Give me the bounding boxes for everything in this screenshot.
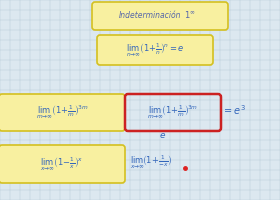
Text: Indeterminación: Indeterminación bbox=[119, 11, 181, 21]
Text: $\lim_{n \to \infty}\left(1+\frac{1}{n}\right)^{\!n}\!=e$: $\lim_{n \to \infty}\left(1+\frac{1}{n}\… bbox=[126, 41, 184, 59]
Text: $\lim_{m \to \infty}\left(1+\frac{1}{m}\right)^{\!3m}$: $\lim_{m \to \infty}\left(1+\frac{1}{m}\… bbox=[36, 104, 88, 121]
FancyBboxPatch shape bbox=[0, 145, 125, 183]
FancyBboxPatch shape bbox=[0, 94, 125, 131]
Text: $1^{\infty}$: $1^{\infty}$ bbox=[184, 9, 196, 21]
Text: $\lim_{m\to\infty}\!\left(1+\frac{1}{m}\right)^{\!3m}$: $\lim_{m\to\infty}\!\left(1+\frac{1}{m}\… bbox=[147, 104, 199, 121]
FancyBboxPatch shape bbox=[97, 35, 213, 65]
Text: $\lim_{x \to \infty}\!\left(1+\frac{1}{-x}\right)$: $\lim_{x \to \infty}\!\left(1+\frac{1}{-… bbox=[130, 153, 172, 171]
Text: $\lim_{x \to \infty}\left(1-\frac{1}{x}\right)^{\!x}$: $\lim_{x \to \infty}\left(1-\frac{1}{x}\… bbox=[41, 155, 83, 173]
Text: $=e^{3}$: $=e^{3}$ bbox=[222, 103, 246, 117]
Text: $e$: $e$ bbox=[159, 130, 167, 140]
FancyBboxPatch shape bbox=[92, 2, 228, 30]
